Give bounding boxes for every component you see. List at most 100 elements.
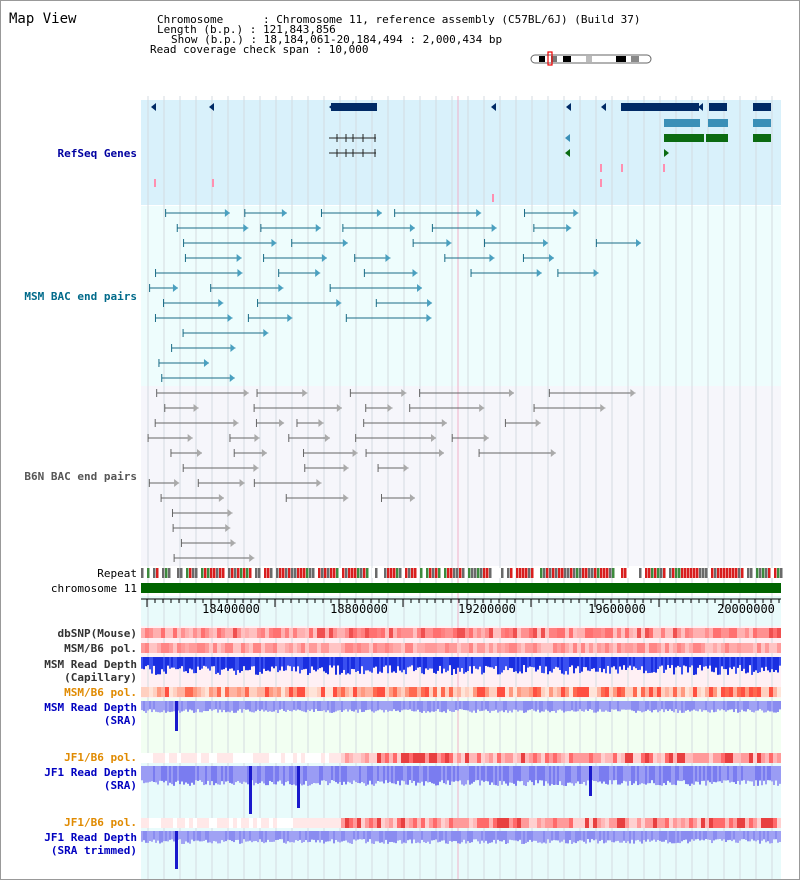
repeat-feature <box>717 568 720 578</box>
jf1-sra-depth <box>603 766 605 782</box>
msm-pol-cell <box>393 643 397 653</box>
repeat-feature <box>510 568 513 578</box>
repeat-feature <box>573 568 576 578</box>
msm-cap-depth <box>699 657 701 666</box>
msm-sra-depth <box>369 701 371 710</box>
msm-cap-depth <box>185 657 187 672</box>
msm-sra-depth <box>187 701 189 712</box>
repeat-feature <box>492 568 495 578</box>
jf1-trim-depth <box>755 831 757 842</box>
msm-cap-depth <box>391 657 393 673</box>
repeat-feature <box>423 568 426 578</box>
jf1-trim-depth <box>285 831 287 844</box>
msm-sra-depth <box>215 701 217 710</box>
msm-cap-depth <box>439 657 441 666</box>
dbsnp-cell <box>249 628 253 638</box>
msm-sra-depth <box>227 701 229 712</box>
dbsnp-cell <box>729 628 733 638</box>
msm-cap-depth <box>369 657 371 672</box>
jf1-sra-depth <box>667 766 669 781</box>
b6n-bac-arrow <box>409 494 415 502</box>
jf1-sra-depth <box>613 766 615 781</box>
jf1-trim-depth <box>363 831 365 840</box>
jf1-trim-depth <box>531 831 533 842</box>
msm-cap-depth <box>545 657 547 667</box>
msm-cap-depth <box>365 657 367 671</box>
jf1-pol-cell <box>745 753 749 763</box>
msm-cap-depth <box>637 657 639 670</box>
repeat-feature <box>591 568 594 578</box>
jf1-sra-depth <box>233 766 235 785</box>
jf1-pol-cell <box>713 753 717 763</box>
repeat-feature <box>744 568 747 578</box>
msm-pol-cell <box>321 643 325 653</box>
jf1-pol2-cell <box>289 818 293 828</box>
jf1-trim-depth <box>529 831 531 840</box>
jf1-pol2-cell <box>317 818 321 828</box>
msm-bac-arrow <box>593 269 599 277</box>
msm-sra-depth <box>201 701 203 713</box>
msm-cap-depth <box>161 657 163 670</box>
jf1-pol2-cell <box>613 818 617 828</box>
jf1-pol2-cell <box>453 818 457 828</box>
dbsnp-cell <box>329 628 333 638</box>
msm-sra-depth <box>407 701 409 710</box>
repeat-feature <box>270 568 273 578</box>
msm-sra-depth <box>645 701 647 712</box>
repeat-feature <box>759 568 762 578</box>
jf1-pol-cell <box>285 753 289 763</box>
jf1-sra-depth <box>525 766 527 786</box>
jf1-sra-depth <box>225 766 227 782</box>
msm-cap-depth <box>609 657 611 674</box>
dbsnp-cell <box>165 628 169 638</box>
msm-cap-depth <box>527 657 529 668</box>
jf1-trim-depth <box>647 831 649 840</box>
jf1-pol-cell <box>717 753 721 763</box>
b6n-bac-arrow <box>302 389 308 397</box>
jf1-trim-depth <box>409 831 411 840</box>
jf1-trim-depth <box>711 831 713 844</box>
msm-pol-cell <box>421 643 425 653</box>
chromosome-bar <box>141 583 781 593</box>
msm-cap-depth <box>469 657 471 667</box>
msm-cap-depth <box>419 657 421 668</box>
jf1-pol-cell <box>217 753 221 763</box>
jf1-pol2-cell <box>513 818 517 828</box>
jf1-pol2-cell <box>481 818 485 828</box>
msm-sra-depth <box>307 701 309 710</box>
jf1-sra-depth <box>429 766 431 782</box>
msm-sra-depth <box>537 701 539 710</box>
repeat-feature <box>183 568 186 578</box>
msm-pol-cell <box>261 643 265 653</box>
jf1-pol-cell <box>501 753 505 763</box>
msm-cap-depth <box>453 657 455 670</box>
repeat-feature <box>522 568 525 578</box>
msm-sra-depth <box>541 701 543 712</box>
jf1-pol-cell <box>733 753 737 763</box>
jf1-pol2-cell <box>617 818 621 828</box>
msm-cap-depth <box>261 657 263 674</box>
msm-bac-arrow <box>409 224 415 232</box>
msm-cap-depth <box>303 657 305 670</box>
jf1-sra-depth <box>247 766 249 785</box>
repeat-feature <box>336 568 339 578</box>
msm-cap-depth <box>721 657 723 667</box>
msm-sra-depth <box>221 701 223 713</box>
msm-sra-depth <box>527 701 529 711</box>
jf1-trim-depth <box>769 831 771 844</box>
jf1-pol-cell <box>625 753 629 763</box>
msm-cap-depth <box>471 657 473 674</box>
msm-sra-depth <box>467 701 469 711</box>
msm-sra-depth <box>561 701 563 711</box>
b6n-bac-arrow <box>253 464 259 472</box>
jf1-pol2-cell <box>217 818 221 828</box>
jf1-sra-depth <box>775 766 777 781</box>
jf1-sra-depth <box>753 766 755 786</box>
gene-block <box>753 134 771 142</box>
dbsnp-cell <box>269 628 273 638</box>
msm-cap-depth <box>315 657 317 672</box>
jf1-pol2-cell <box>741 818 745 828</box>
jf1-sra-depth <box>577 766 579 782</box>
jf1-sra-depth <box>453 766 455 782</box>
